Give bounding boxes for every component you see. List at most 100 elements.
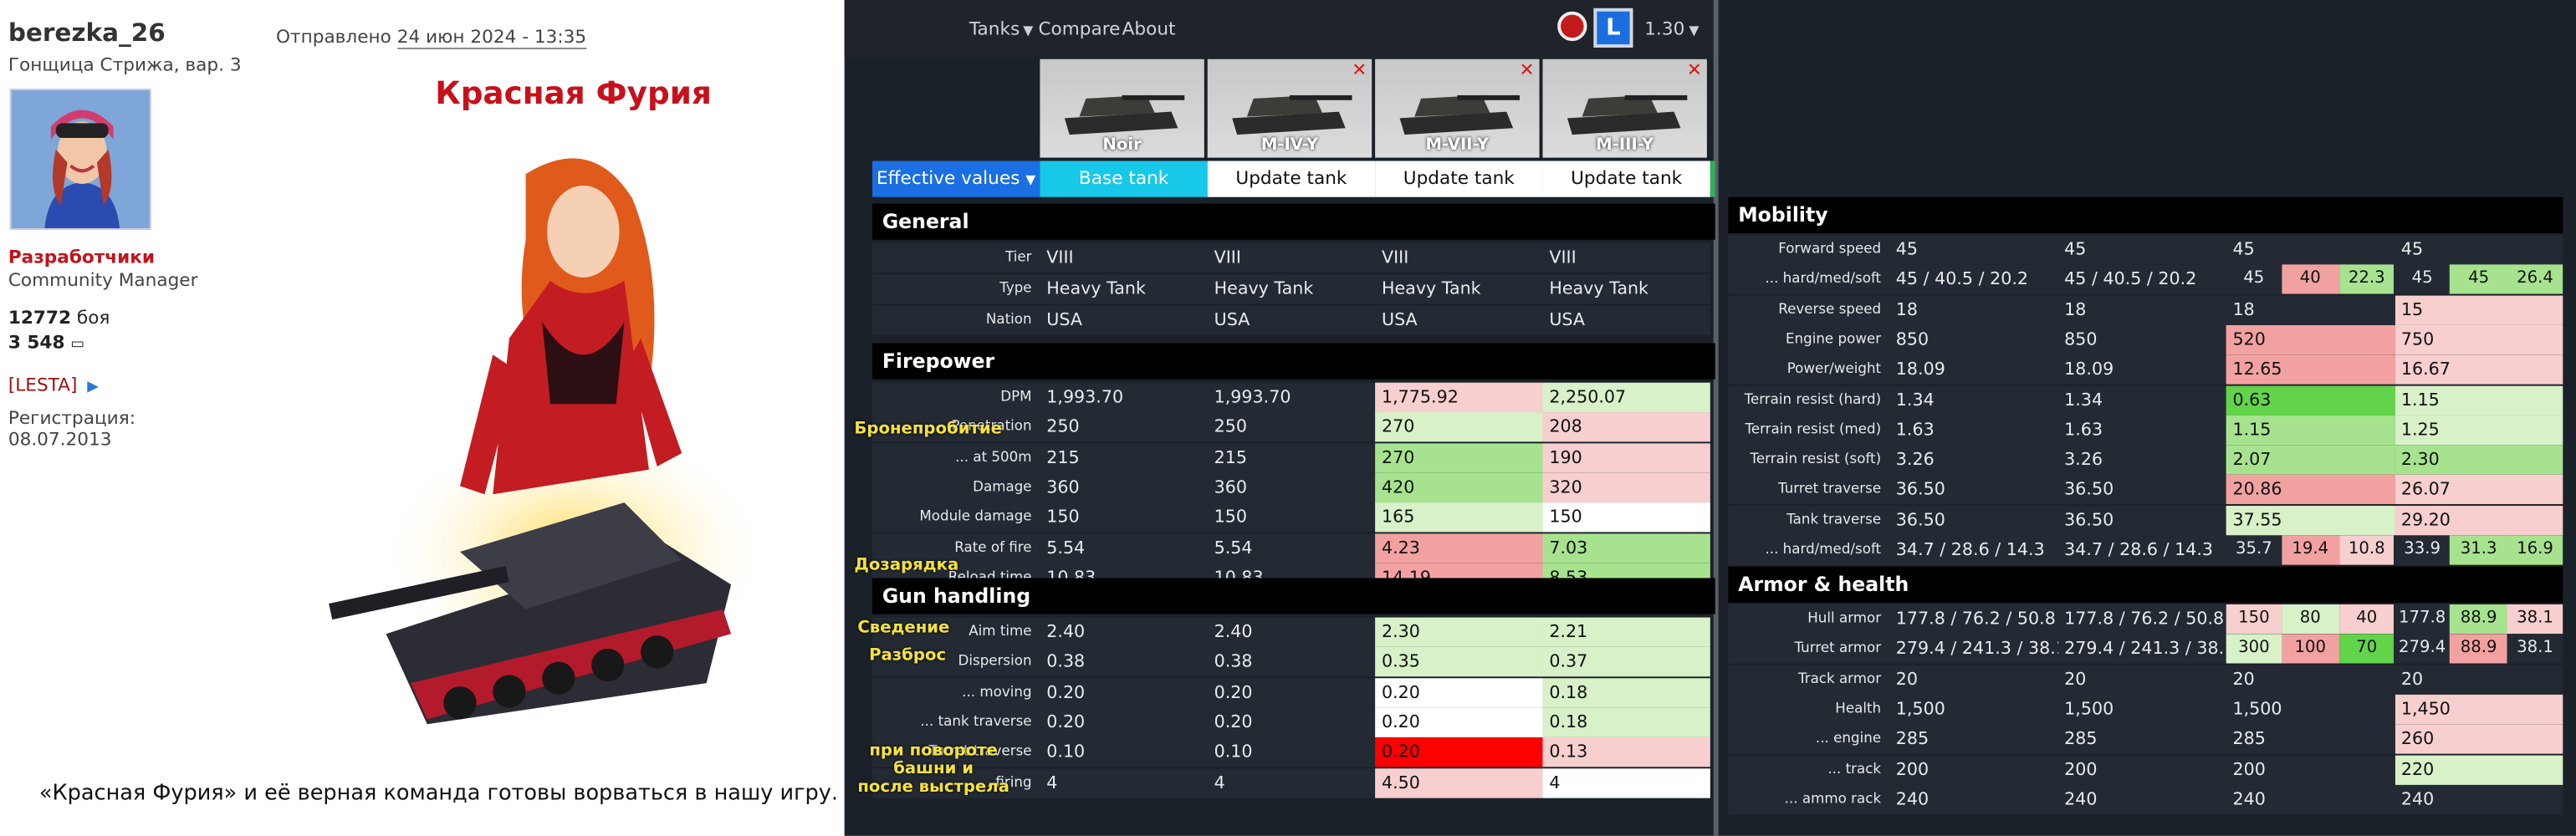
table-cell: 200	[1895, 759, 1929, 780]
row-label: ... firing	[978, 774, 1032, 791]
table-cell: 0.20	[1375, 677, 1543, 707]
update-tank-button[interactable]: Update tank	[1375, 161, 1543, 197]
table-cell: 750	[2394, 324, 2563, 355]
table-cell: 0.20	[1375, 707, 1543, 737]
sub-cell: 40	[2282, 264, 2339, 295]
table-cell: 4	[1046, 772, 1058, 793]
table-cell: 1,500	[2064, 699, 2114, 720]
table-cell: 35.7 19.4 10.8	[2226, 535, 2395, 565]
remove-tank-icon[interactable]: ✕	[1686, 59, 1703, 81]
row-label: ... engine	[1815, 731, 1882, 748]
l-button[interactable]: L	[1593, 8, 1633, 48]
row-label: Type	[999, 280, 1032, 298]
table-cell: 34.7 / 28.6 / 14.3	[2064, 540, 2214, 560]
annotation-label: Сведение	[857, 619, 950, 638]
user-role-sub: Community Manager	[8, 269, 198, 291]
tank-card[interactable]: Noir	[1040, 59, 1204, 158]
sent-date[interactable]: 24 июн 2024 - 13:35	[396, 26, 587, 49]
sub-cell: 22.3	[2338, 264, 2395, 295]
table-row	[1728, 634, 2563, 665]
table-cell: 16.67	[2394, 354, 2563, 385]
wargaming-logo-icon[interactable]	[1557, 11, 1587, 42]
table-cell: 300 100 70	[2226, 634, 2395, 665]
post-image	[312, 141, 773, 773]
row-label: Tier	[1005, 249, 1032, 267]
sub-cell: 31.3	[2450, 535, 2507, 565]
sent-label: Отправлено	[276, 26, 391, 48]
table-cell: Heavy Tank	[1046, 278, 1146, 299]
table-cell: 2.21	[1542, 617, 1710, 647]
table-cell: 5.54	[1046, 538, 1086, 558]
table-cell: 0.13	[1542, 737, 1710, 767]
row-label: Aim time	[969, 624, 1032, 641]
update-tank-button[interactable]: Update tank	[1542, 161, 1710, 197]
sub-cell: 10.8	[2338, 535, 2395, 565]
annotation-label: Бронепробитие	[854, 420, 1002, 439]
table-cell: 4.23	[1375, 533, 1543, 563]
sub-cell: 38.1	[2517, 639, 2553, 658]
effective-values-dropdown[interactable]: Effective values ▼	[872, 161, 1040, 197]
tank-card[interactable]: M-III-Y ✕	[1542, 59, 1707, 158]
sub-cell: 45	[2411, 269, 2433, 288]
table-cell: 1.15	[2394, 385, 2563, 415]
row-label: Turret traverse	[1778, 482, 1882, 498]
table-cell: 2.07	[2226, 445, 2395, 475]
table-cell: 0.35	[1375, 647, 1543, 677]
base-tank-button[interactable]: Base tank	[1040, 161, 1208, 197]
row-label: Power/weight	[1786, 361, 1882, 379]
table-cell: 7.03	[1542, 533, 1710, 563]
table-cell: 150 80 40	[2226, 604, 2395, 635]
version-select[interactable]: 1.30 ▼	[1644, 18, 1699, 40]
table-cell: 29.20	[2394, 505, 2563, 535]
sub-cell: 40	[2338, 604, 2395, 635]
table-cell: Heavy Tank	[1381, 278, 1481, 299]
update-tank-button[interactable]: Update tank	[1207, 161, 1376, 197]
row-label: Turret armor	[1794, 640, 1882, 658]
row-label: Damage	[973, 479, 1032, 497]
table-cell: VIII	[1381, 247, 1409, 268]
table-cell: 2,250.07	[1542, 382, 1710, 413]
table-cell: 2.30	[1375, 617, 1543, 647]
posts-count: 3 548 ▭	[8, 331, 85, 354]
row-label: ... at 500m	[955, 449, 1032, 466]
annotation-label: Разброс	[869, 646, 947, 665]
panel-divider[interactable]	[1713, 0, 1719, 836]
table-cell: 3.26	[1895, 450, 1935, 470]
table-cell: 285	[2232, 729, 2266, 750]
table-cell: 240	[2064, 789, 2098, 810]
avatar[interactable]	[9, 89, 151, 231]
table-cell: 36.50	[1895, 510, 1945, 530]
row-label: Hull armor	[1807, 610, 1882, 628]
nav-compare[interactable]: Compare	[1038, 18, 1121, 40]
sub-cell: 33.9	[2404, 540, 2441, 558]
table-cell: 250	[1046, 417, 1080, 438]
table-cell: 320	[1542, 472, 1710, 502]
tank-card[interactable]: M-VII-Y ✕	[1375, 59, 1540, 158]
row-label: DPM	[1000, 389, 1032, 406]
user-role: Разработчики	[8, 246, 156, 268]
table-cell: 18	[2232, 299, 2255, 320]
sub-cell: 80	[2282, 604, 2339, 635]
table-cell: 270	[1375, 412, 1543, 442]
annotation-label: при повороте башни и после выстрела	[857, 742, 1009, 797]
table-cell: 34.7 / 28.6 / 14.3	[1895, 540, 2045, 560]
table-cell: 4	[1214, 772, 1225, 793]
table-cell: 150	[1214, 507, 1247, 528]
table-cell: 1,775.92	[1375, 382, 1543, 413]
sub-cell: 100	[2282, 634, 2339, 665]
nav-about[interactable]: About	[1122, 18, 1176, 40]
table-cell: 220	[2394, 754, 2563, 784]
tank-card[interactable]: M-IV-Y ✕	[1207, 59, 1372, 158]
table-cell: 420	[1375, 472, 1543, 502]
table-cell: 240	[1895, 789, 1929, 810]
row-label: ... hard/med/soft	[1765, 542, 1882, 558]
remove-tank-icon[interactable]: ✕	[1519, 59, 1535, 81]
table-cell: 1.34	[1895, 390, 1935, 410]
username[interactable]: berezka_26	[8, 18, 166, 48]
remove-tank-icon[interactable]: ✕	[1352, 59, 1367, 81]
nav-tanks[interactable]: Tanks ▼	[969, 18, 1034, 40]
tank-name: M-VII-Y	[1425, 136, 1490, 155]
table-cell: 45	[1895, 239, 1919, 260]
clan-tag[interactable]: [LESTA] ▶	[8, 374, 99, 396]
table-cell: 12.65	[2226, 354, 2395, 385]
